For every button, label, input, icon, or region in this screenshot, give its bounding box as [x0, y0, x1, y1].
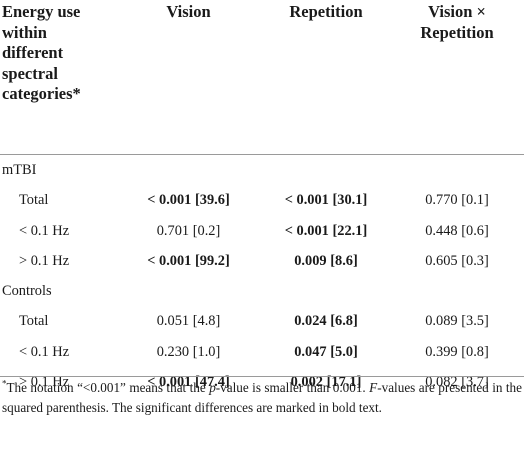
p-value: 0.448	[425, 222, 458, 239]
f-value: [4.8]	[192, 313, 221, 330]
footnote-text-a: The notation “<0.001” means that the	[6, 380, 210, 395]
f-value: [3.5]	[461, 313, 489, 330]
row-label: < 0.1 Hz	[19, 222, 70, 239]
f-value: [5.0]	[330, 343, 358, 360]
cell-vision: < 0.001 [39.6]	[116, 191, 261, 209]
p-value: 0.002	[290, 373, 323, 390]
cell-vision: < 0.001 [47.4]	[116, 373, 261, 391]
p-value: < 0.001	[147, 373, 192, 390]
row-label: Total	[19, 192, 49, 209]
cell-vision: 0.051 [4.8]	[116, 312, 261, 330]
f-value: [22.1]	[332, 222, 368, 239]
p-value: 0.082	[425, 373, 458, 390]
row-label: > 0.1 Hz	[19, 252, 70, 269]
bottom-rule	[0, 376, 524, 377]
header-vision: Vision	[166, 2, 211, 21]
f-value: [6.8]	[330, 313, 358, 330]
cell-interaction: 0.605 [0.3]	[390, 252, 524, 270]
f-value: [17.1]	[326, 373, 362, 390]
header-rule	[0, 154, 524, 155]
footnote-text-c: -values are presented in the squared par…	[2, 380, 523, 415]
f-value: [30.1]	[332, 192, 368, 209]
f-value: [39.6]	[195, 192, 230, 209]
p-value: 0.047	[294, 343, 327, 360]
cell-interaction: 0.448 [0.6]	[390, 222, 524, 240]
f-value: [99.2]	[195, 252, 230, 269]
f-value: [0.1]	[461, 192, 489, 209]
cell-vision: 0.701 [0.2]	[116, 222, 261, 240]
footnote-mark: *	[2, 378, 7, 389]
p-value: < 0.001	[284, 222, 329, 239]
f-value: [0.6]	[461, 222, 489, 239]
header-col0: Energy use within different spectral cat…	[2, 2, 114, 105]
p-value: < 0.001	[147, 192, 192, 209]
p-value: 0.770	[425, 192, 458, 209]
footnote: *The notation “<0.001” means that the p-…	[2, 378, 522, 417]
p-value: < 0.001	[284, 192, 329, 209]
f-value: [1.0]	[192, 343, 221, 360]
cell-interaction: 0.770 [0.1]	[390, 191, 524, 209]
p-value: 0.024	[294, 313, 327, 330]
f-value: [3.7]	[461, 373, 489, 390]
p-value: < 0.001	[147, 252, 192, 269]
p-value: 0.051	[156, 313, 190, 330]
row-label: > 0.1 Hz	[19, 373, 70, 390]
footnote-italic-f: F	[369, 380, 378, 395]
cell-repetition: 0.009 [8.6]	[262, 252, 390, 270]
p-value: 0.009	[294, 252, 327, 269]
p-value: 0.701	[156, 222, 190, 239]
header-interaction: Vision × Repetition	[390, 2, 524, 43]
header-col0-line: within	[2, 22, 47, 42]
f-value: [47.4]	[195, 373, 230, 390]
header-interaction-line: Vision ×	[428, 2, 486, 21]
header-col0-line: categories*	[2, 84, 81, 104]
cell-repetition: 0.047 [5.0]	[262, 343, 390, 361]
header-col0-line: spectral	[2, 63, 58, 83]
cell-interaction: 0.089 [3.5]	[390, 312, 524, 330]
p-value: 0.230	[156, 343, 190, 360]
p-value: 0.089	[425, 313, 458, 330]
cell-interaction: 0.399 [0.8]	[390, 343, 524, 361]
group-label: Controls	[2, 283, 52, 299]
cell-repetition: 0.002 [17.1]	[262, 373, 390, 391]
f-value: [8.6]	[330, 252, 358, 269]
row-label: < 0.1 Hz	[19, 343, 70, 360]
cell-repetition: < 0.001 [22.1]	[262, 222, 390, 240]
footnote-italic-p: p	[209, 380, 216, 395]
cell-vision: 0.230 [1.0]	[116, 343, 261, 361]
p-value: 0.605	[425, 252, 458, 269]
header-col0-line: different	[2, 43, 64, 63]
header-col0-line: Energy use	[2, 2, 81, 21]
cell-repetition: 0.024 [6.8]	[262, 312, 390, 330]
header-interaction-line: Repetition	[420, 22, 494, 42]
cell-interaction: 0.082 [3.7]	[390, 373, 524, 391]
f-value: [0.8]	[461, 343, 489, 360]
f-value: [0.3]	[461, 252, 489, 269]
footnote-text-b: -value is smaller than 0.001.	[215, 380, 370, 395]
header-repetition: Repetition	[289, 2, 363, 21]
group-label: mTBI	[2, 162, 37, 178]
row-label: Total	[19, 313, 49, 330]
cell-repetition: < 0.001 [30.1]	[262, 191, 390, 209]
f-value: [0.2]	[192, 222, 221, 239]
p-value: 0.399	[425, 343, 458, 360]
cell-vision: < 0.001 [99.2]	[116, 252, 261, 270]
